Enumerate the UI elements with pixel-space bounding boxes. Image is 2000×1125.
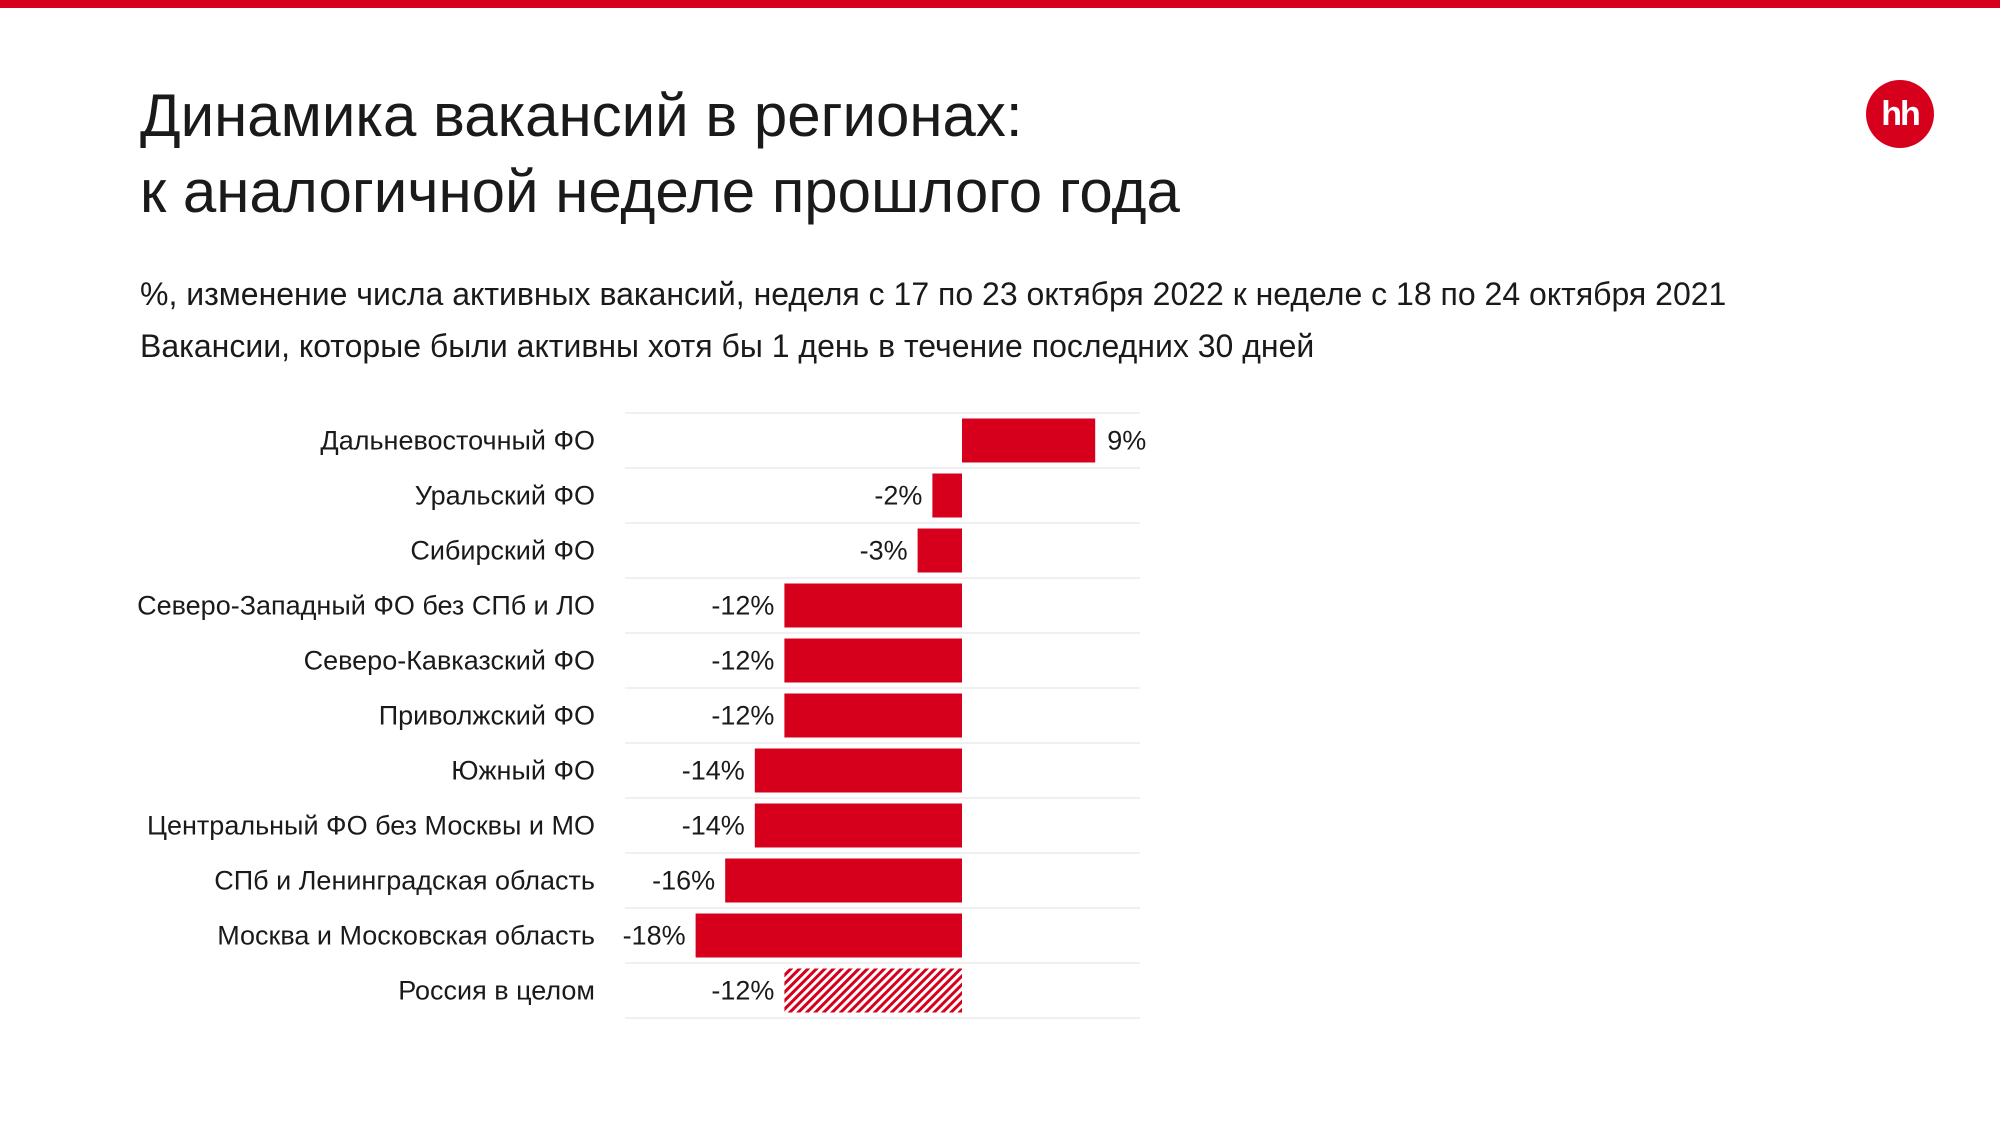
value-label: 9%: [1107, 426, 1146, 456]
value-labels: 9% -2% -3% -12% -12% -12% -14% -14% -16% -18% -12%: [623, 426, 1147, 1006]
value-label: -16%: [652, 866, 715, 896]
value-label: -12%: [711, 701, 774, 731]
category-label: СПб и Ленинградская область: [214, 866, 595, 896]
value-label: -12%: [711, 976, 774, 1006]
value-label: -12%: [711, 646, 774, 676]
chart-bars: [695, 418, 1096, 1013]
bar: [725, 858, 962, 903]
title-line-2: к аналогичной неделе прошлого года: [140, 158, 1180, 225]
bar: [917, 528, 962, 573]
value-label: -3%: [860, 536, 908, 566]
bar: [784, 638, 962, 683]
value-label: -2%: [874, 481, 922, 511]
bar: [932, 473, 962, 518]
category-label: Москва и Московская область: [217, 921, 595, 951]
value-label: -14%: [682, 756, 745, 786]
bar-total: [784, 968, 962, 1013]
bar: [962, 418, 1096, 463]
top-accent-bar: [0, 0, 2000, 8]
category-label: Северо-Западный ФО без СПб и ЛО: [137, 591, 595, 621]
category-label: Центральный ФО без Москвы и МО: [147, 811, 595, 841]
bar: [754, 748, 962, 793]
subtitle-line-1: %, изменение числа активных вакансий, не…: [140, 276, 1727, 312]
chart-subtitle: %, изменение числа активных вакансий, не…: [140, 268, 1726, 372]
logo-text: hh: [1881, 95, 1921, 133]
title-line-1: Динамика вакансий в регионах:: [140, 82, 1023, 149]
subtitle-line-2: Вакансии, которые были активны хотя бы 1…: [140, 328, 1315, 364]
page-title: Динамика вакансий в регионах: к аналогич…: [140, 78, 1180, 230]
category-label: Дальневосточный ФО: [320, 426, 595, 456]
category-label: Северо-Кавказский ФО: [304, 646, 595, 676]
bar: [784, 583, 962, 628]
value-label: -12%: [711, 591, 774, 621]
category-label: Приволжский ФО: [379, 701, 595, 731]
chart-grid: [625, 412, 1140, 1019]
hh-logo-icon: hh: [1866, 80, 1934, 148]
bar: [754, 803, 962, 848]
value-label: -18%: [623, 921, 686, 951]
bar: [695, 913, 962, 958]
category-labels: Дальневосточный ФО Уральский ФО Сибирский …: [137, 426, 595, 1006]
bar: [784, 693, 962, 738]
bar-chart: Дальневосточный ФО Уральский ФО Сибирский …: [137, 412, 1147, 1019]
category-label: Уральский ФО: [415, 481, 595, 511]
category-label: Россия в целом: [398, 976, 595, 1006]
category-label: Южный ФО: [451, 756, 595, 786]
category-label: Сибирский ФО: [410, 536, 595, 566]
value-label: -14%: [682, 811, 745, 841]
